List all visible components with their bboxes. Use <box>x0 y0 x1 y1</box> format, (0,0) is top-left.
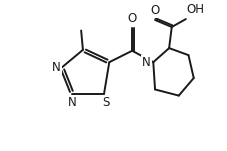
Text: N: N <box>68 96 77 109</box>
Text: N: N <box>52 61 61 74</box>
Text: O: O <box>128 12 137 25</box>
Text: OH: OH <box>187 3 205 16</box>
Text: S: S <box>102 96 109 109</box>
Text: N: N <box>142 56 151 69</box>
Text: O: O <box>151 4 160 17</box>
